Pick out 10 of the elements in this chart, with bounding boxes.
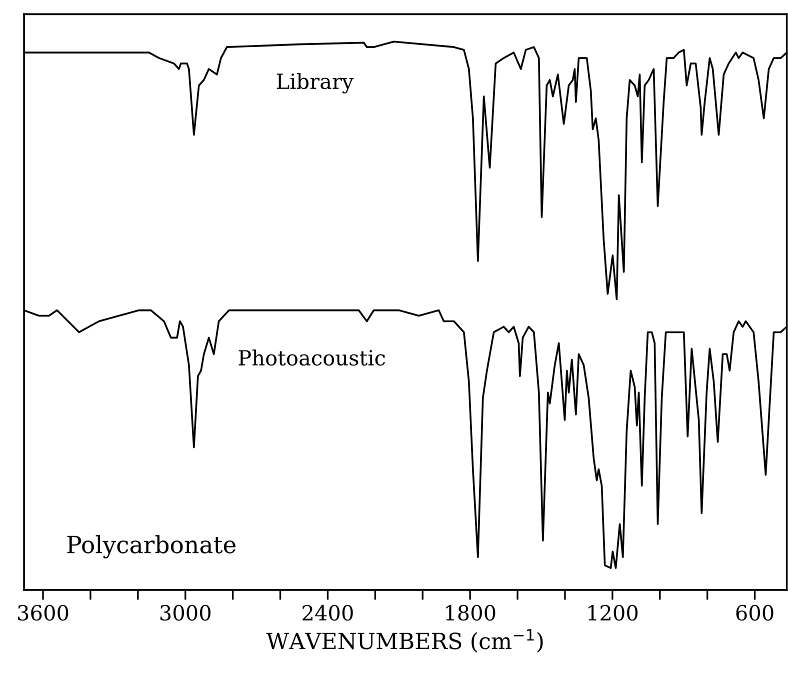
x-tick-label: 1200	[588, 604, 638, 621]
x-tick-label: 3600	[18, 604, 68, 621]
series-label: Library	[276, 73, 354, 94]
x-tick-label: 2400	[302, 604, 353, 621]
x-tick-label: 3000	[160, 604, 210, 621]
x-tick-label: 600	[736, 604, 774, 621]
x-tick-label: 1800	[446, 604, 496, 621]
series-label: Photoacoustic	[238, 350, 385, 366]
annotation: Polycarbonate	[67, 535, 236, 558]
x-axis-title: WAVENUMBERS (cm$^{−1}$)	[266, 629, 543, 652]
